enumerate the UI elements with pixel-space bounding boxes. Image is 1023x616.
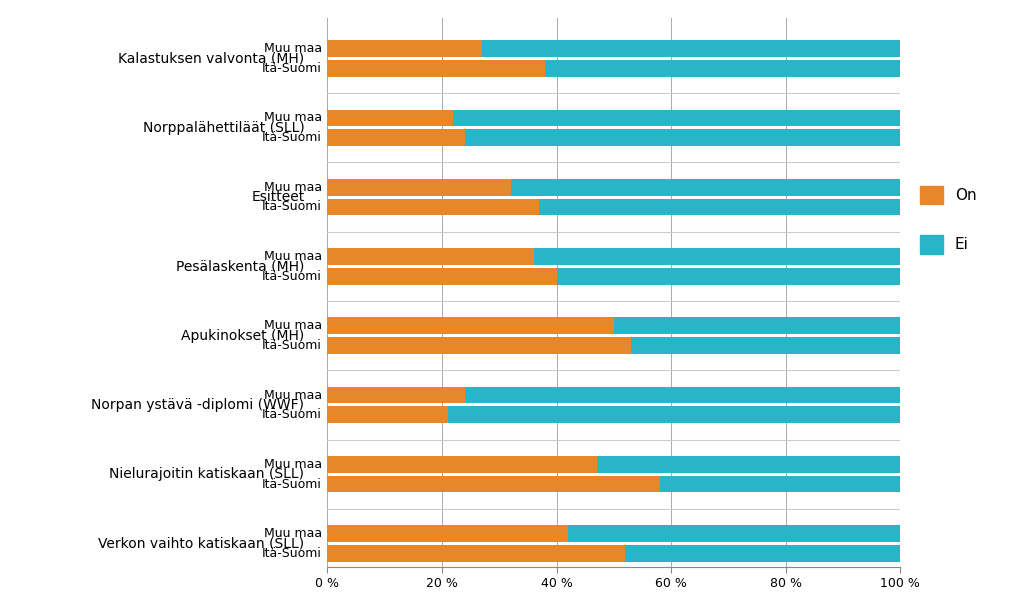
Bar (327, 248, 534, 265)
Bar (327, 525, 568, 542)
Bar (327, 60, 545, 76)
Bar (464, 387, 900, 403)
Text: Norppalähettiläät (SLL): Norppalähettiläät (SLL) (142, 121, 305, 135)
Bar (596, 456, 900, 472)
Bar (614, 317, 900, 334)
Bar (557, 268, 900, 285)
Text: Norpan ystävä -diplomi (WWF): Norpan ystävä -diplomi (WWF) (91, 398, 305, 412)
Bar (631, 337, 900, 354)
Bar (464, 129, 900, 146)
Bar (660, 476, 900, 492)
Bar (327, 198, 539, 215)
Text: Kalastuksen valvonta (MH): Kalastuksen valvonta (MH) (119, 52, 305, 65)
Bar (327, 476, 660, 492)
Bar (539, 198, 900, 215)
Bar (327, 387, 464, 403)
Text: Esitteet: Esitteet (252, 190, 305, 204)
Bar (625, 545, 900, 562)
Bar (545, 60, 900, 76)
Legend: On, Ei: On, Ei (914, 180, 983, 260)
Bar (510, 179, 900, 195)
Text: Pesälaskenta (MH): Pesälaskenta (MH) (176, 259, 305, 274)
Bar (327, 456, 596, 472)
Bar (327, 317, 614, 334)
Bar (327, 268, 557, 285)
Bar (568, 525, 900, 542)
Bar (327, 337, 631, 354)
Bar (327, 545, 625, 562)
Text: Verkon vaihto katiskaan (SLL): Verkon vaihto katiskaan (SLL) (98, 537, 305, 551)
Bar (327, 129, 464, 146)
Text: Nielurajoitin katiskaan (SLL): Nielurajoitin katiskaan (SLL) (109, 467, 305, 481)
Bar (327, 40, 482, 57)
Bar (327, 407, 448, 423)
Bar (327, 110, 453, 126)
Text: Apukinokset (MH): Apukinokset (MH) (181, 328, 305, 342)
Bar (453, 110, 900, 126)
Bar (534, 248, 900, 265)
Bar (327, 179, 510, 195)
Bar (482, 40, 900, 57)
Bar (448, 407, 900, 423)
